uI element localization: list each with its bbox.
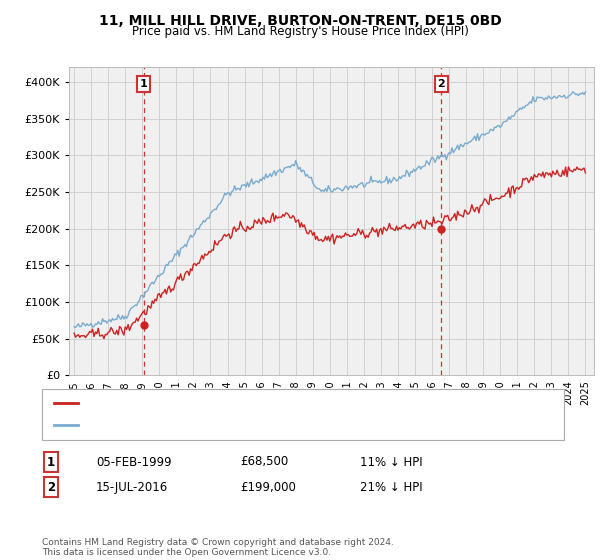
Text: 11% ↓ HPI: 11% ↓ HPI <box>360 455 422 469</box>
Text: 11, MILL HILL DRIVE, BURTON-ON-TRENT, DE15 0BD: 11, MILL HILL DRIVE, BURTON-ON-TRENT, DE… <box>98 14 502 28</box>
Text: 05-FEB-1999: 05-FEB-1999 <box>96 455 172 469</box>
Text: 1: 1 <box>47 455 55 469</box>
Text: 1: 1 <box>140 79 148 89</box>
Text: 21% ↓ HPI: 21% ↓ HPI <box>360 480 422 494</box>
Text: 11, MILL HILL DRIVE, BURTON-ON-TRENT, DE15 0BD (detached house): 11, MILL HILL DRIVE, BURTON-ON-TRENT, DE… <box>87 398 451 408</box>
Text: £199,000: £199,000 <box>240 480 296 494</box>
Text: 2: 2 <box>47 480 55 494</box>
Text: 2: 2 <box>437 79 445 89</box>
Text: HPI: Average price, detached house, East Staffordshire: HPI: Average price, detached house, East… <box>87 421 373 431</box>
Text: £68,500: £68,500 <box>240 455 288 469</box>
Text: Price paid vs. HM Land Registry's House Price Index (HPI): Price paid vs. HM Land Registry's House … <box>131 25 469 38</box>
Text: Contains HM Land Registry data © Crown copyright and database right 2024.
This d: Contains HM Land Registry data © Crown c… <box>42 538 394 557</box>
Text: 15-JUL-2016: 15-JUL-2016 <box>96 480 168 494</box>
